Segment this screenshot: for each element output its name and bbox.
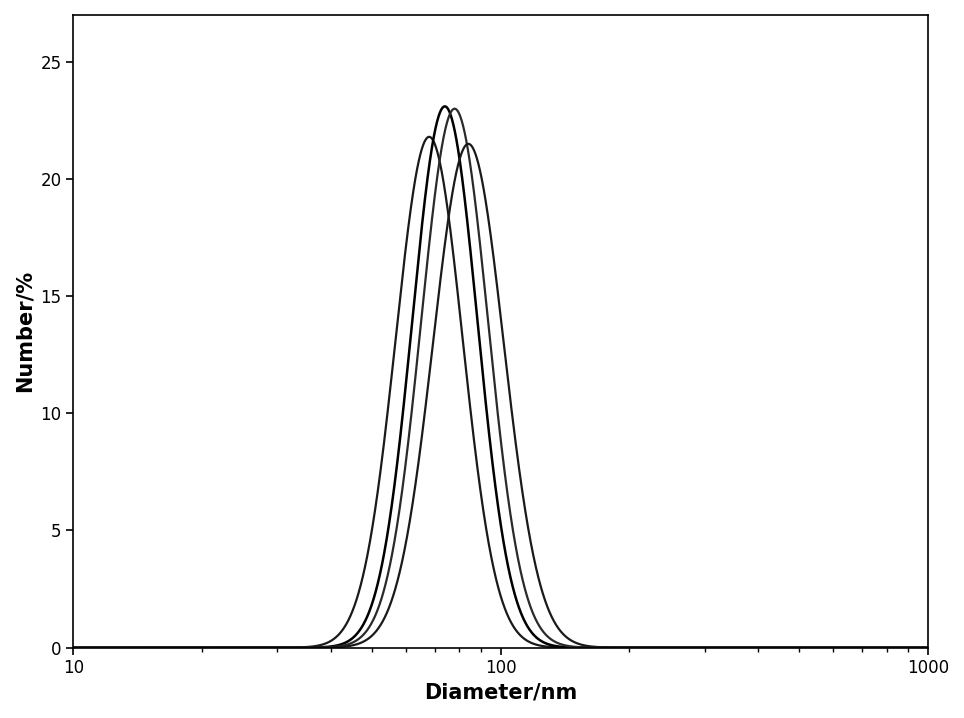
- X-axis label: Diameter/nm: Diameter/nm: [424, 683, 577, 703]
- Y-axis label: Number/%: Number/%: [15, 270, 35, 392]
